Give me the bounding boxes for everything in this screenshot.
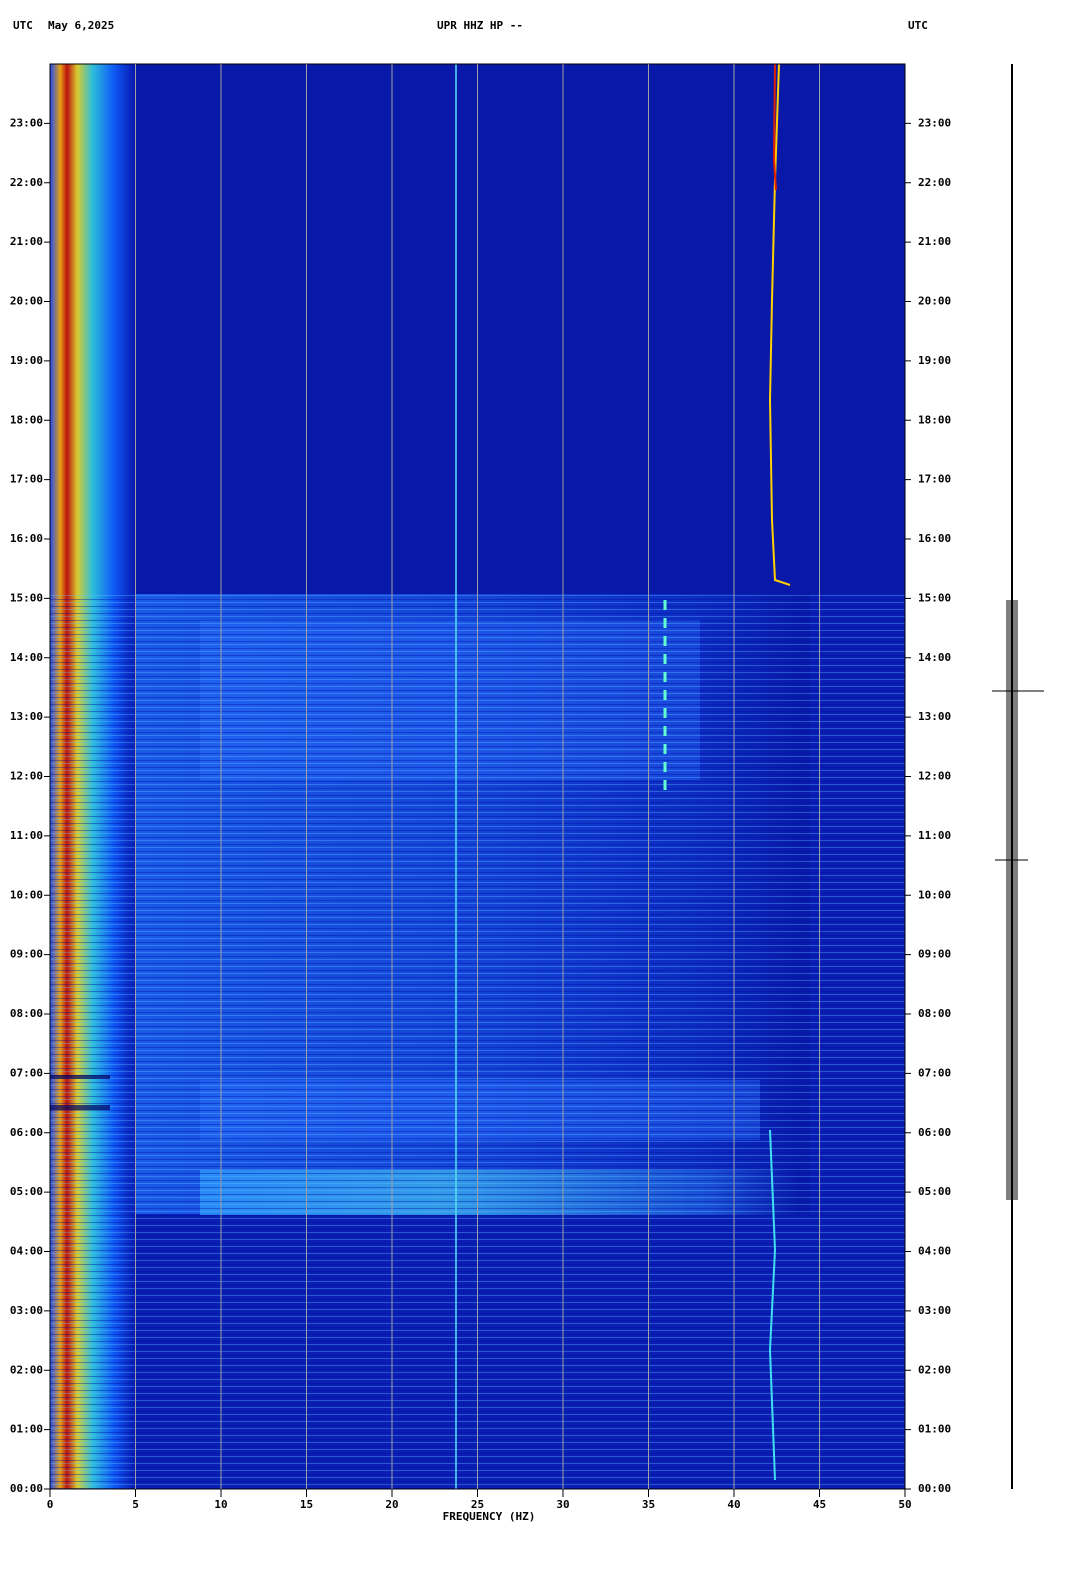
y-tick-label-right: 15:00	[918, 591, 951, 604]
y-tick-label-left: 21:00	[10, 235, 43, 248]
y-tick-label-left: 20:00	[10, 295, 43, 308]
y-tick-label-left: 09:00	[10, 948, 43, 961]
y-tick-label-right: 03:00	[918, 1304, 951, 1317]
x-tick-label: 30	[556, 1498, 569, 1511]
x-tick-label: 0	[47, 1498, 54, 1511]
y-tick-label-left: 17:00	[10, 473, 43, 486]
y-tick-label-right: 21:00	[918, 235, 951, 248]
y-tick-label-right: 11:00	[918, 829, 951, 842]
x-tick-label: 5	[132, 1498, 139, 1511]
y-tick-label-left: 07:00	[10, 1066, 43, 1079]
x-tick-label: 40	[727, 1498, 740, 1511]
y-tick-label-right: 08:00	[918, 1007, 951, 1020]
y-tick-label-right: 14:00	[918, 651, 951, 664]
y-tick-label-left: 10:00	[10, 888, 43, 901]
date: May 6,2025	[48, 19, 114, 32]
y-tick-label-left: 00:00	[10, 1482, 43, 1495]
x-tick-label: 45	[813, 1498, 826, 1511]
y-tick-label-right: 12:00	[918, 770, 951, 783]
y-tick-label-right: 01:00	[918, 1423, 951, 1436]
y-tick-label-left: 03:00	[10, 1304, 43, 1317]
x-axis-label: FREQUENCY (HZ)	[443, 1510, 536, 1523]
y-tick-label-left: 04:00	[10, 1245, 43, 1258]
y-tick-label-left: 19:00	[10, 354, 43, 367]
y-tick-label-right: 23:00	[918, 116, 951, 129]
y-tick-label-left: 06:00	[10, 1126, 43, 1139]
y-tick-label-left: 16:00	[10, 532, 43, 545]
y-tick-label-right: 05:00	[918, 1185, 951, 1198]
y-tick-label-right: 17:00	[918, 473, 951, 486]
y-tick-label-right: 16:00	[918, 532, 951, 545]
y-tick-label-left: 08:00	[10, 1007, 43, 1020]
y-tick-label-left: 18:00	[10, 413, 43, 426]
y-tick-label-left: 23:00	[10, 116, 43, 129]
y-tick-label-left: 11:00	[10, 829, 43, 842]
y-tick-label-right: 04:00	[918, 1245, 951, 1258]
y-tick-label-left: 14:00	[10, 651, 43, 664]
x-tick-label: 10	[214, 1498, 227, 1511]
y-tick-label-left: 12:00	[10, 770, 43, 783]
x-tick-label: 20	[385, 1498, 398, 1511]
y-tick-label-left: 02:00	[10, 1363, 43, 1376]
y-tick-label-left: 05:00	[10, 1185, 43, 1198]
y-tick-label-right: 06:00	[918, 1126, 951, 1139]
chart-title: UPR HHZ HP --	[437, 19, 523, 32]
y-tick-label-right: 20:00	[918, 295, 951, 308]
y-tick-label-right: 13:00	[918, 710, 951, 723]
x-tick-label: 50	[898, 1498, 911, 1511]
y-tick-label-left: 01:00	[10, 1423, 43, 1436]
y-tick-label-right: 19:00	[918, 354, 951, 367]
timezone-left: UTC	[13, 19, 33, 32]
y-tick-label-right: 10:00	[918, 888, 951, 901]
seismogram-trace	[992, 64, 1044, 1489]
y-tick-label-right: 02:00	[918, 1363, 951, 1376]
x-tick-label: 15	[300, 1498, 313, 1511]
y-tick-label-right: 00:00	[918, 1482, 951, 1495]
x-tick-label: 35	[642, 1498, 655, 1511]
x-tick-label: 25	[471, 1498, 484, 1511]
y-tick-label-left: 15:00	[10, 591, 43, 604]
y-tick-label-right: 07:00	[918, 1066, 951, 1079]
y-tick-label-right: 22:00	[918, 176, 951, 189]
timezone-right: UTC	[908, 19, 928, 32]
y-tick-label-left: 13:00	[10, 710, 43, 723]
y-tick-label-right: 18:00	[918, 413, 951, 426]
y-tick-label-left: 22:00	[10, 176, 43, 189]
y-tick-label-right: 09:00	[918, 948, 951, 961]
